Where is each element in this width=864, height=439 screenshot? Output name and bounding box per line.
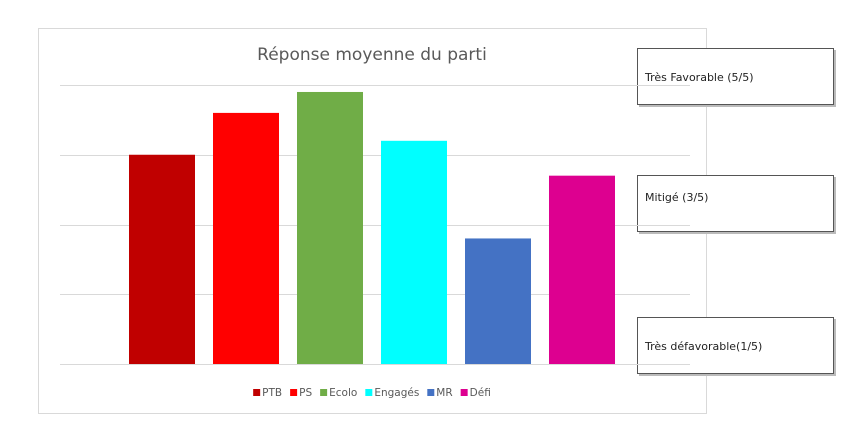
legend-swatch — [427, 389, 435, 396]
bar — [213, 112, 279, 365]
annotation-box: Mitigé (3/5) — [637, 175, 836, 234]
annotation-box: Très défavorable(1/5) — [637, 317, 836, 376]
annotation-box: Très Favorable (5/5) — [637, 48, 836, 107]
bar — [381, 140, 447, 364]
bar — [297, 91, 363, 364]
legend-swatch — [365, 389, 373, 396]
chart-title: Réponse moyenne du parti — [257, 45, 487, 65]
legend-label: PS — [299, 387, 312, 399]
legend-label: MR — [436, 387, 452, 399]
annotation: Très Favorable (5/5) — [644, 71, 754, 84]
legend-swatch — [460, 389, 468, 396]
annotation: Très défavorable(1/5) — [644, 340, 762, 353]
legend-label: PTB — [262, 387, 282, 399]
legend-label: Défi — [470, 387, 491, 399]
legend-swatch — [290, 389, 298, 396]
bar — [549, 175, 615, 364]
legend-swatch — [320, 389, 328, 396]
bar — [129, 154, 195, 364]
legend-swatch — [253, 389, 261, 396]
legend: PTB PS Ecolo Engagés MR Défi — [253, 387, 491, 399]
bar — [465, 238, 531, 364]
annotation: Mitigé (3/5) — [645, 191, 708, 204]
legend-label: Engagés — [374, 387, 419, 399]
legend-label: Ecolo — [329, 387, 357, 399]
